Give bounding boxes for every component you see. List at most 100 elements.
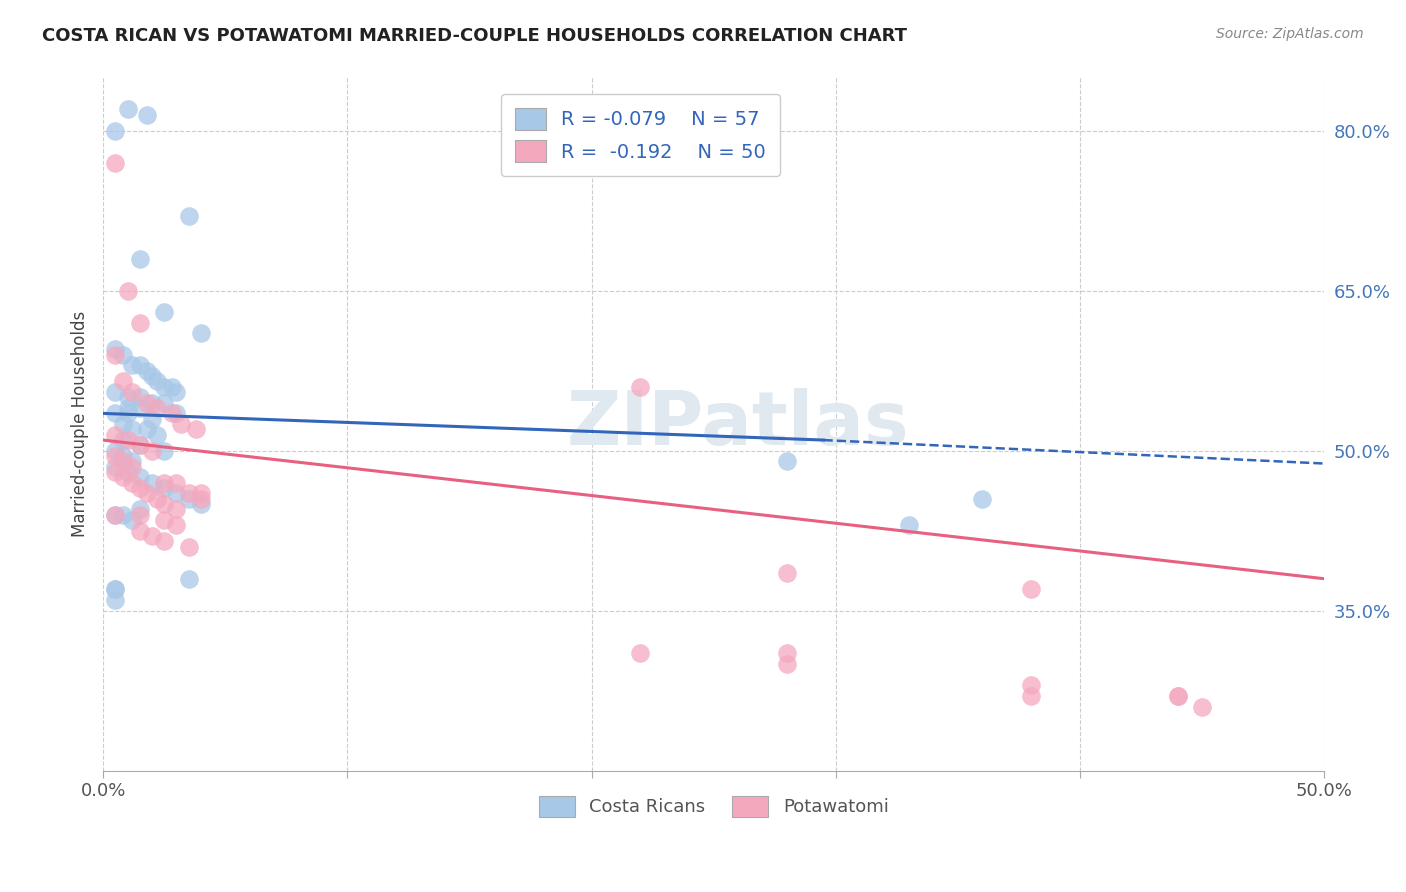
Point [104, 459, 127, 474]
Point [128, 401, 150, 415]
Point [136, 364, 159, 378]
Point [184, 422, 207, 436]
Point [104, 124, 127, 138]
Point [628, 380, 651, 394]
Point [141, 395, 163, 409]
Point [121, 475, 143, 490]
Point [190, 326, 212, 341]
Point [153, 443, 176, 458]
Point [160, 380, 183, 394]
Point [153, 475, 176, 490]
Point [136, 108, 159, 122]
Text: COSTA RICAN VS POTAWATOMI MARRIED-COUPLE HOUSEHOLDS CORRELATION CHART: COSTA RICAN VS POTAWATOMI MARRIED-COUPLE… [42, 27, 907, 45]
Point [111, 454, 134, 468]
Point [141, 475, 163, 490]
Point [128, 438, 150, 452]
Point [153, 380, 176, 394]
Point [128, 502, 150, 516]
Point [141, 529, 163, 543]
Legend: Costa Ricans, Potawatomi: Costa Ricans, Potawatomi [531, 789, 896, 824]
Point [104, 582, 127, 597]
Point [177, 486, 200, 500]
Point [104, 508, 127, 522]
Point [128, 470, 150, 484]
Point [104, 406, 127, 420]
Point [1191, 699, 1213, 714]
Point [128, 508, 150, 522]
Point [165, 406, 187, 420]
Point [146, 427, 169, 442]
Point [190, 486, 212, 500]
Point [776, 646, 799, 660]
Point [117, 391, 139, 405]
Point [1019, 689, 1042, 703]
Point [177, 209, 200, 223]
Point [1019, 678, 1042, 692]
Point [776, 566, 799, 581]
Point [136, 422, 159, 436]
Point [121, 459, 143, 474]
Point [104, 155, 127, 169]
Point [111, 375, 134, 389]
Text: ZIPatlas: ZIPatlas [567, 387, 910, 460]
Point [153, 513, 176, 527]
Point [177, 572, 200, 586]
Point [117, 103, 139, 117]
Point [121, 422, 143, 436]
Point [776, 454, 799, 468]
Point [170, 417, 193, 431]
Point [111, 417, 134, 431]
Point [190, 491, 212, 506]
Point [165, 502, 187, 516]
Point [104, 449, 127, 463]
Point [153, 481, 176, 495]
Point [628, 646, 651, 660]
Point [104, 385, 127, 400]
Point [177, 491, 200, 506]
Point [146, 491, 169, 506]
Point [1167, 689, 1189, 703]
Point [153, 534, 176, 549]
Point [128, 359, 150, 373]
Point [121, 513, 143, 527]
Point [165, 385, 187, 400]
Point [117, 406, 139, 420]
Point [146, 375, 169, 389]
Point [104, 348, 127, 362]
Point [898, 518, 921, 533]
Point [1167, 689, 1189, 703]
Point [141, 443, 163, 458]
Text: Source: ZipAtlas.com: Source: ZipAtlas.com [1216, 27, 1364, 41]
Point [972, 491, 994, 506]
Point [1019, 582, 1042, 597]
Point [117, 284, 139, 298]
Point [128, 481, 150, 495]
Point [153, 497, 176, 511]
Point [165, 486, 187, 500]
Point [146, 401, 169, 415]
Point [121, 359, 143, 373]
Point [136, 395, 159, 409]
Point [104, 443, 127, 458]
Point [111, 508, 134, 522]
Point [104, 582, 127, 597]
Point [128, 252, 150, 266]
Point [190, 497, 212, 511]
Point [117, 465, 139, 479]
Point [160, 406, 183, 420]
Point [177, 540, 200, 554]
Point [111, 470, 134, 484]
Point [153, 305, 176, 319]
Point [104, 593, 127, 607]
Point [128, 391, 150, 405]
Point [111, 449, 134, 463]
Point [121, 454, 143, 468]
Point [136, 486, 159, 500]
Point [153, 395, 176, 409]
Point [128, 316, 150, 330]
Y-axis label: Married-couple Households: Married-couple Households [72, 311, 89, 537]
Point [165, 475, 187, 490]
Point [111, 348, 134, 362]
Point [776, 657, 799, 671]
Point [111, 433, 134, 447]
